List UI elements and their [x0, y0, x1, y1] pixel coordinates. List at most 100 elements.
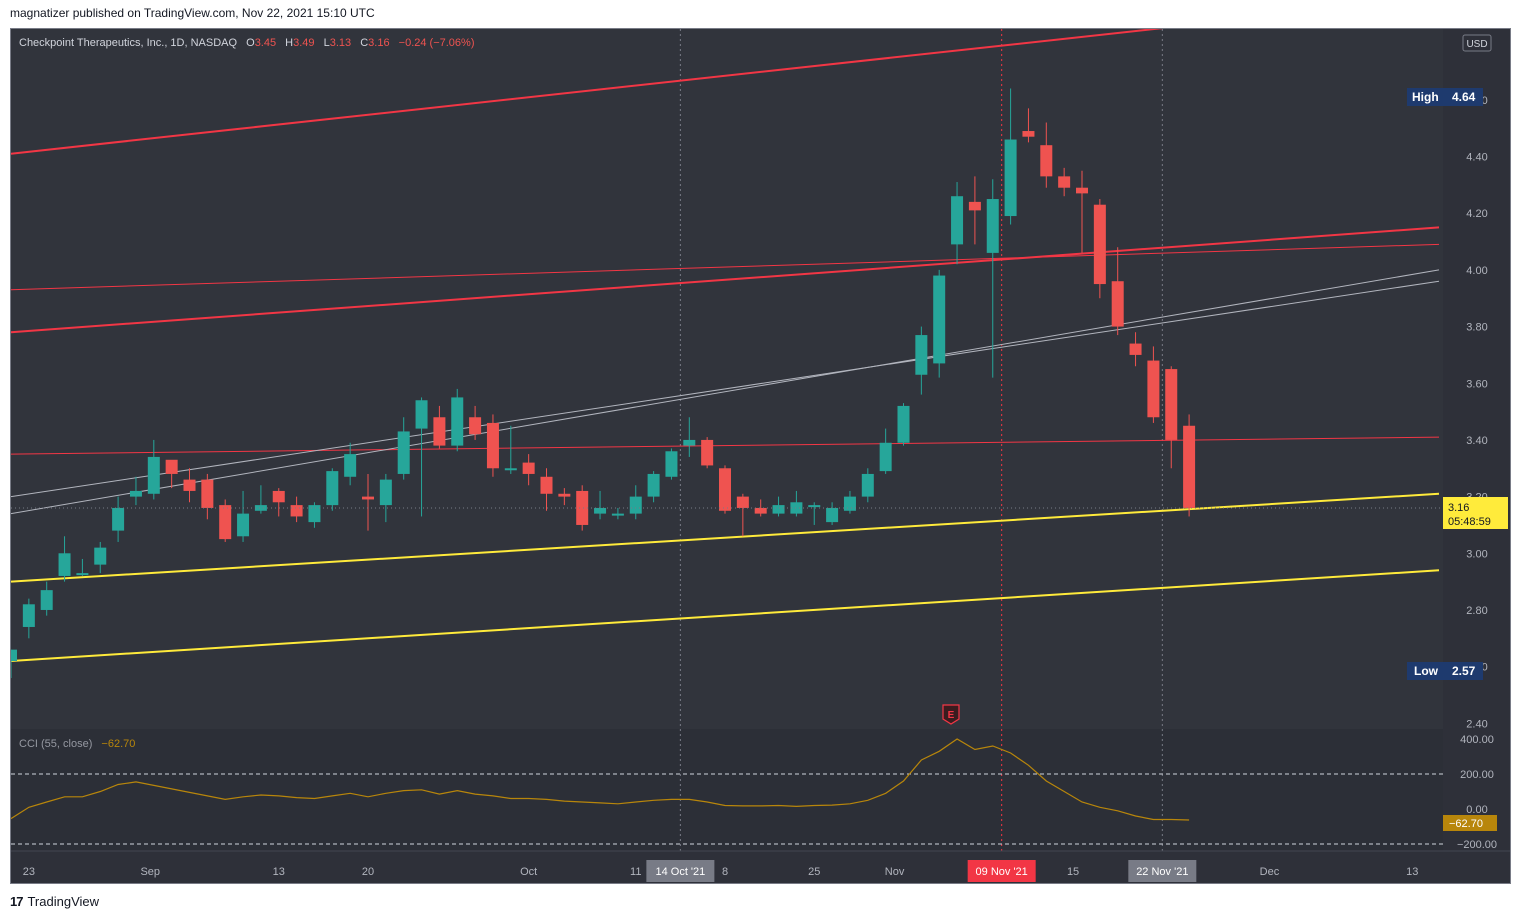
candle: [147, 439, 160, 500]
price-pane[interactable]: [11, 29, 1443, 729]
earnings-marker[interactable]: E: [942, 704, 960, 725]
candle-body: [1004, 139, 1017, 217]
candle-body: [165, 459, 178, 474]
trendline-yellow-support-lower[interactable]: [11, 569, 1440, 662]
currency-tag[interactable]: [1462, 34, 1492, 52]
candle: [415, 397, 428, 517]
candle: [504, 425, 517, 474]
trendline-red-channel-mid[interactable]: [11, 226, 1440, 334]
candle-body: [11, 649, 17, 661]
chart-frame[interactable]: Checkpoint Therapeutics, Inc., 1D, NASDA…: [10, 28, 1511, 884]
candle: [933, 269, 946, 378]
candle: [433, 405, 446, 449]
candle: [344, 442, 357, 486]
high-badge-bg: [1407, 88, 1483, 106]
candle-body: [469, 417, 482, 435]
candle-body: [40, 590, 53, 610]
chart-svg[interactable]: Checkpoint Therapeutics, Inc., 1D, NASDA…: [11, 29, 1511, 884]
y-tick-label: 3.60: [1466, 378, 1487, 390]
candle-body: [237, 513, 250, 537]
time-axis[interactable]: 23 Sep 13 20 Oct 11 8 25 Nov 15 Dec 13: [23, 866, 1419, 878]
candle-body: [290, 505, 303, 517]
candle-body: [94, 547, 107, 565]
candle: [772, 496, 785, 517]
trendline-gray-trend-1[interactable]: [11, 269, 1440, 515]
cci-axis[interactable]: 400.00 200.00 0.00 −200.00: [1457, 734, 1497, 851]
candle: [611, 507, 624, 520]
candle-body: [790, 502, 803, 514]
candle-body: [808, 505, 821, 508]
legend-o-value: 3.45: [255, 37, 276, 49]
crosshair-date-label: 09 Nov '21: [976, 866, 1028, 878]
candle: [326, 468, 339, 511]
candle: [58, 536, 71, 582]
candle-body: [951, 196, 964, 245]
earnings-flag-icon: [942, 704, 960, 725]
candle-body: [861, 473, 874, 497]
high-badge-label: High: [1412, 90, 1439, 104]
candle: [1040, 122, 1053, 188]
cci-legend: CCI (55, close) −62.70: [19, 738, 135, 750]
cci-value-badge: −62.70: [1443, 815, 1497, 831]
candle: [22, 598, 35, 639]
trendline-gray-trend-2[interactable]: [11, 280, 1440, 498]
cci-pane[interactable]: [11, 729, 1443, 851]
candle-body: [594, 507, 607, 514]
candle: [1183, 414, 1196, 517]
candle-body: [826, 507, 839, 523]
earnings-label: E: [948, 710, 955, 721]
trendline-red-thin-2[interactable]: [11, 436, 1440, 455]
candle: [183, 468, 196, 503]
cci-tick-label: 200.00: [1460, 769, 1494, 781]
candle: [968, 176, 981, 245]
candle: [843, 490, 856, 514]
candle: [1022, 108, 1035, 143]
candle: [379, 473, 392, 523]
trendline-red-thin-1[interactable]: [11, 243, 1440, 291]
trendline-red-channel-upper[interactable]: [11, 29, 1180, 155]
cci-line: [11, 738, 1190, 821]
candle: [808, 502, 821, 525]
candle-body: [183, 479, 196, 491]
y-tick-label: 4.00: [1466, 265, 1487, 277]
candle-body: [1111, 281, 1124, 327]
candle: [219, 499, 232, 542]
trendlines[interactable]: [11, 29, 1440, 662]
candle-body: [1183, 425, 1196, 508]
candle-body: [719, 468, 731, 511]
x-tick-label: Oct: [520, 866, 537, 878]
candle-body: [344, 454, 357, 477]
candles: [11, 88, 1443, 678]
cci-value-badge-text: −62.70: [1449, 818, 1483, 830]
trendline-yellow-support-upper[interactable]: [11, 492, 1440, 583]
candle: [486, 414, 499, 477]
candle: [915, 326, 928, 395]
candle-body: [362, 496, 374, 500]
legend-l-value: 3.13: [330, 37, 351, 49]
candle: [558, 488, 571, 506]
x-tick-label: Nov: [885, 866, 905, 878]
candle-body: [254, 505, 267, 511]
crosshair-date-bg: [967, 860, 1036, 882]
candle-body: [611, 513, 624, 516]
candle: [629, 485, 642, 520]
candle-body: [843, 496, 856, 511]
y-tick-label: 3.80: [1466, 322, 1487, 334]
candle-body: [576, 490, 589, 525]
x-tick-label: Dec: [1260, 866, 1280, 878]
cci-tick-label: −200.00: [1457, 839, 1497, 851]
candle-body: [272, 490, 285, 503]
candle: [683, 417, 696, 457]
candle-body: [433, 417, 446, 446]
candle-body: [147, 456, 160, 494]
candle-body: [1147, 360, 1160, 418]
crosshair-date-label: 14 Oct '21: [655, 866, 705, 878]
candle-body: [772, 505, 785, 514]
x-tick-label: 8: [722, 866, 728, 878]
candle-body: [1165, 369, 1178, 440]
candle-body: [22, 604, 35, 627]
candle: [1093, 199, 1106, 299]
crosshair-date-bg: [1128, 860, 1197, 882]
cci-label: CCI (55, close): [19, 738, 92, 750]
legend-h-value: 3.49: [293, 37, 314, 49]
